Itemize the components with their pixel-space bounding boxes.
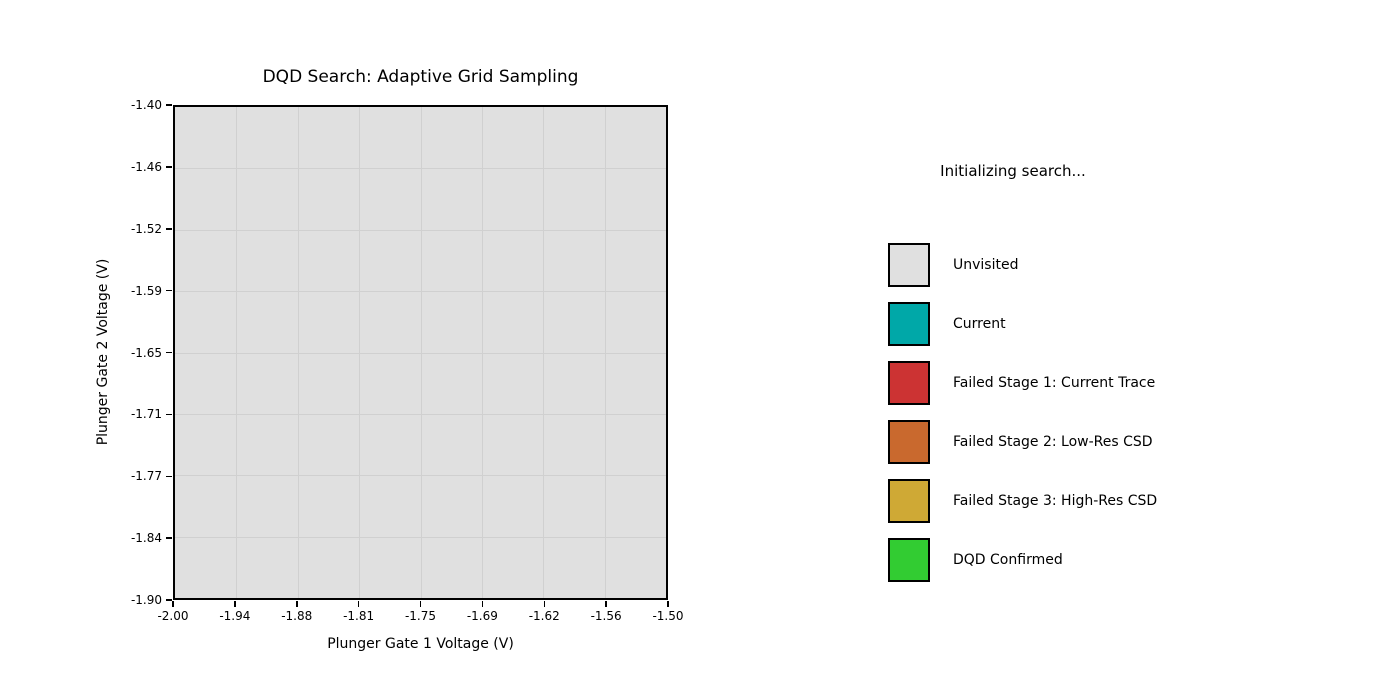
gridline-horizontal [175,168,666,170]
x-tick-mark [296,601,298,607]
legend-label: Failed Stage 1: Current Trace [953,375,1156,391]
y-tick-mark [166,289,172,292]
y-tick-label: -1.84 [130,531,162,546]
x-tick-mark [543,601,545,607]
gridline-horizontal [175,291,666,293]
gridline-horizontal [175,413,666,415]
y-tick-label: -1.77 [130,469,162,484]
plot-area [173,105,668,600]
legend-label: Failed Stage 2: Low-Res CSD [953,434,1153,450]
legend: Unvisited Current Failed Stage 1: Current … [888,243,1157,582]
x-tick-mark [357,601,360,607]
x-tick-label: -1.56 [590,609,622,623]
y-tick-label: -1.46 [130,159,162,174]
x-tick-label: -1.50 [652,609,684,623]
y-tick-label: -1.65 [130,345,162,360]
y-tick-label: -1.71 [130,407,162,422]
legend-label: DQD Confirmed [953,552,1063,568]
x-tick-mark [419,601,422,607]
y-tick-mark [166,104,172,106]
x-tick-mark [605,601,607,607]
x-tick-label: -1.94 [219,609,251,623]
legend-swatch [888,302,930,346]
legend-swatch [888,420,930,464]
y-tick-mark [166,413,172,416]
legend-item: DQD Confirmed [888,538,1157,582]
y-tick-mark [166,228,172,230]
legend-swatch [888,361,930,405]
y-tick-mark [166,537,172,539]
gridline-horizontal [175,475,666,477]
x-tick-label: -1.75 [404,609,437,623]
legend-swatch [888,538,930,582]
y-tick-label: -1.52 [130,221,162,236]
legend-label: Current [953,316,1006,332]
legend-label: Failed Stage 3: High-Res CSD [953,493,1158,509]
gridline-horizontal [175,229,666,231]
legend-item: Unvisited [888,243,1157,287]
legend-item: Failed Stage 2: Low-Res CSD [888,420,1157,464]
gridline-horizontal [175,536,666,538]
status-text: Initializing search... [940,162,1086,180]
chart-title: DQD Search: Adaptive Grid Sampling [262,67,579,87]
x-tick-mark [481,601,484,607]
legend-item: Failed Stage 1: Current Trace [888,361,1157,405]
y-tick-label: -1.90 [130,593,162,607]
x-tick-label: -2.00 [157,609,189,623]
gridline-horizontal [175,352,666,354]
legend-item: Current [888,302,1157,346]
x-tick-label: -1.81 [343,609,375,623]
legend-item: Failed Stage 3: High-Res CSD [888,479,1157,523]
legend-label: Unvisited [953,257,1019,273]
y-tick-mark [166,166,172,168]
x-tick-mark [234,601,236,607]
y-tick-label: -1.40 [130,98,162,112]
x-axis-label: Plunger Gate 1 Voltage (V) [327,636,514,652]
legend-swatch [888,479,930,523]
x-tick-label: -1.69 [466,609,498,623]
x-tick-mark [667,601,669,607]
y-tick-mark [166,351,172,354]
x-tick-label: -1.88 [281,609,313,623]
y-tick-mark [166,475,172,477]
legend-swatch [888,243,930,287]
x-tick-mark [172,601,174,607]
y-tick-mark [166,599,172,601]
y-tick-label: -1.59 [130,283,162,298]
x-tick-label: -1.62 [528,609,560,623]
